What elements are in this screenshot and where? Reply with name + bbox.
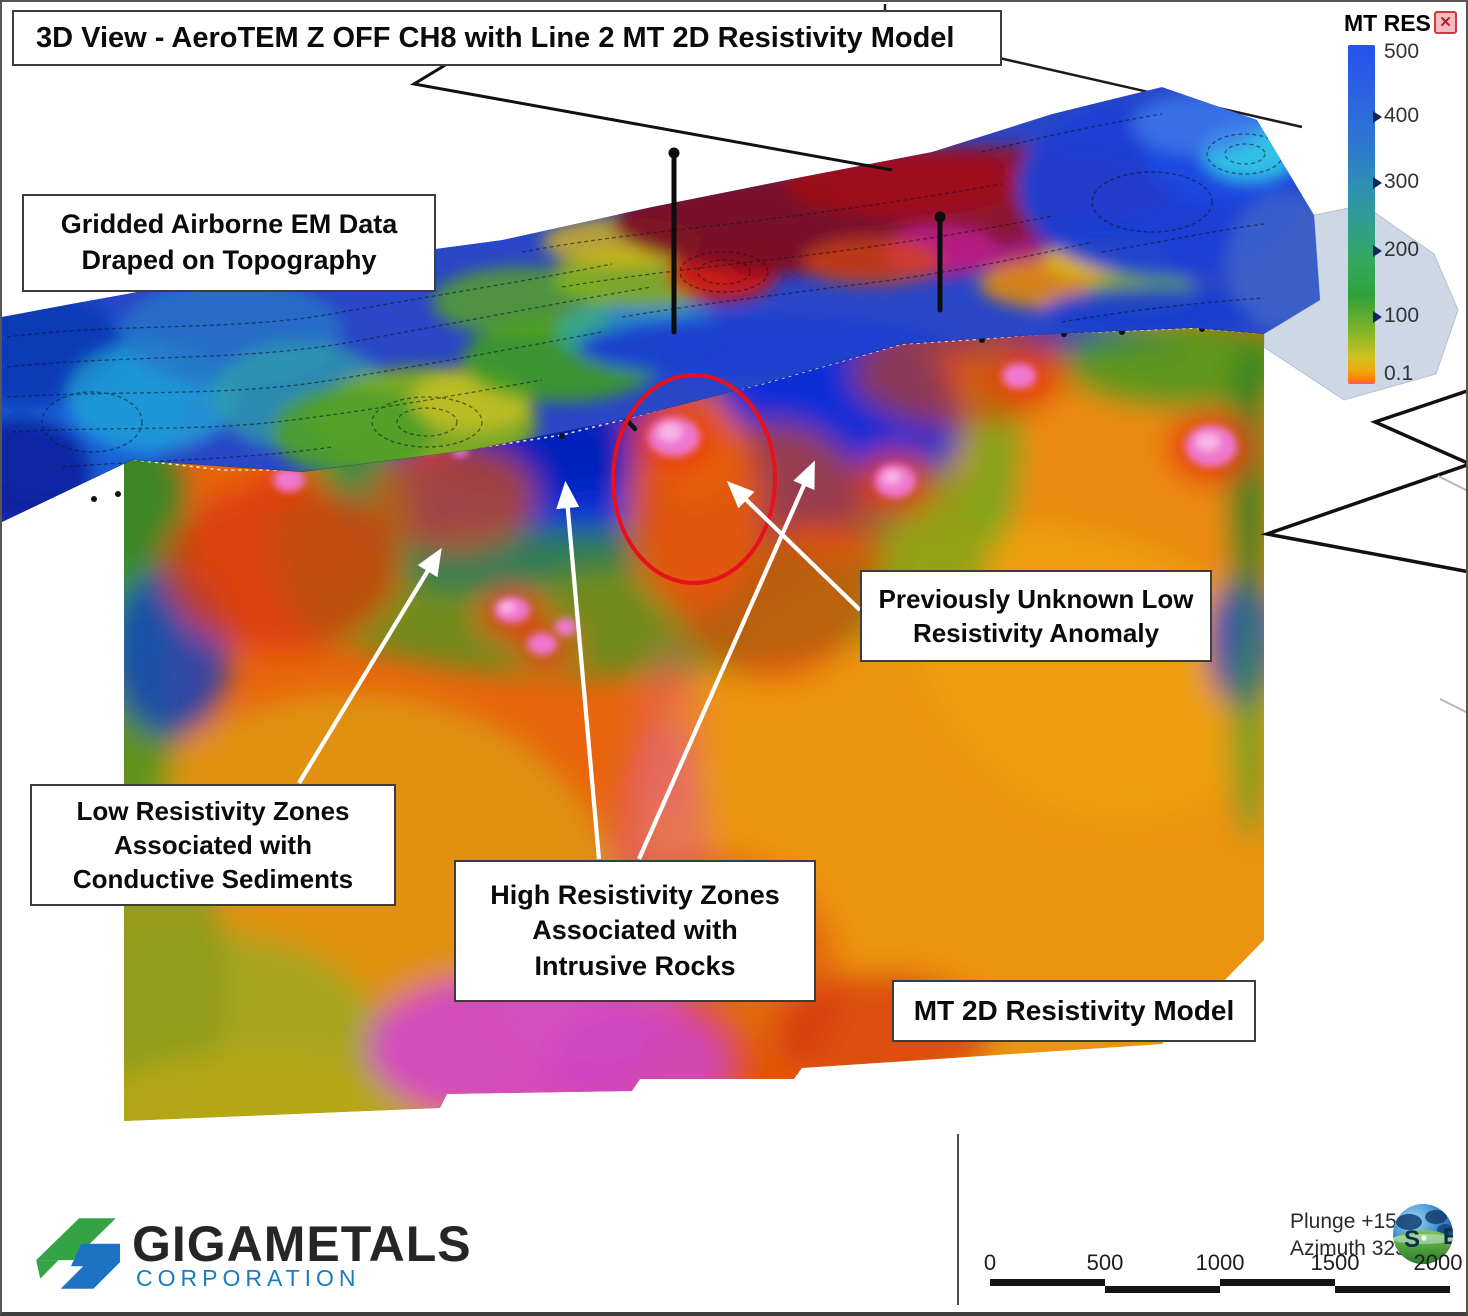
colorbar-tick-400: 400: [1384, 104, 1420, 127]
colorbar-title: MT RES: [1344, 10, 1431, 36]
colorbar-marker-300: [1373, 177, 1382, 189]
colorbar-gradient: [1348, 45, 1375, 384]
callout-low-resistivity: Low Resistivity Zones Associated with Co…: [30, 784, 396, 906]
arrow-high-resistivity-1: [556, 480, 602, 860]
colorbar-tick-0-1: 0.1: [1384, 362, 1414, 385]
scalebar-segment-3: [1220, 1279, 1335, 1286]
view-orientation-info: Plunge +15 Azimuth 325: [1290, 1208, 1407, 1262]
callout-high-resistivity: High Resistivity Zones Associated with I…: [454, 860, 816, 1002]
callout-gridded-em: Gridded Airborne EM Data Draped on Topog…: [22, 194, 436, 292]
scalebar-segment-4: [1335, 1286, 1450, 1293]
callout-highres-line2: Associated with: [532, 915, 738, 946]
callout-gridded-line1: Gridded Airborne EM Data: [60, 209, 398, 240]
orientation-globe[interactable]: S E: [1391, 1202, 1455, 1266]
plunge-value: Plunge +15: [1290, 1210, 1397, 1233]
callout-highres-line1: High Resistivity Zones: [490, 879, 780, 910]
annotation-arrows: [297, 460, 862, 860]
scalebar-label-500: 500: [1086, 1250, 1124, 1275]
colorbar-tick-100: 100: [1384, 304, 1420, 327]
scalebar-label-0: 0: [983, 1250, 997, 1275]
callout-prev-line2: Resistivity Anomaly: [912, 618, 1160, 648]
globe-south-label: S: [1404, 1226, 1420, 1253]
survey-stick-knob: [934, 211, 946, 223]
scalebar-label-1500: 1500: [1310, 1250, 1360, 1275]
low-resistivity-pink-blobs: [273, 323, 1237, 655]
survey-sticks: [671, 151, 943, 335]
colorbar-tick-300: 300: [1384, 170, 1420, 193]
callout-mt2d-line1: MT 2D Resistivity Model: [913, 994, 1235, 1026]
colorbar-legend: MT RES ✕ 500 400 300 200 100 0.1: [1332, 4, 1466, 406]
arrow-prev-unknown: [726, 481, 862, 612]
colorbar-marker-400: [1373, 111, 1382, 123]
azimuth-value: Azimuth 325: [1290, 1237, 1407, 1260]
arrow-low-resistivity: [297, 547, 442, 785]
wireframe-zigzag-right: [1260, 389, 1466, 574]
callout-lowres-line3: Conductive Sediments: [72, 864, 354, 895]
callout-highres-line3: Intrusive Rocks: [534, 950, 736, 981]
topo-contour-lines: [6, 113, 1284, 468]
callout-lowres-line2: Associated with: [114, 829, 312, 860]
title-box: 3D View - AeroTEM Z OFF CH8 with Line 2 …: [12, 10, 1002, 66]
panel-divider: [957, 1134, 959, 1305]
close-icon[interactable]: ✕: [1434, 11, 1457, 34]
scalebar-segment-1: [990, 1279, 1105, 1286]
colorbar-marker-200: [1373, 245, 1382, 257]
callout-gridded-line2: Draped on Topography: [81, 245, 377, 275]
colorbar-marker-100: [1373, 311, 1382, 323]
globe-east-label: E: [1443, 1224, 1455, 1249]
callout-lowres-line1: Low Resistivity Zones: [76, 795, 350, 826]
arrow-high-resistivity-2: [637, 460, 815, 860]
colorbar-tick-500: 500: [1384, 40, 1420, 63]
logo-subtitle: CORPORATION: [136, 1265, 361, 1291]
gigametals-logo-icon: [36, 1218, 120, 1289]
callout-previously-unknown: Previously Unknown Low Resistivity Anoma…: [860, 570, 1212, 662]
page-title: 3D View - AeroTEM Z OFF CH8 with Line 2 …: [36, 21, 955, 54]
wireframe-line-left: [409, 62, 893, 172]
callout-mt2d-model: MT 2D Resistivity Model: [892, 980, 1256, 1042]
survey-stick-knob: [668, 147, 680, 159]
red-anomaly-circle: [611, 373, 777, 585]
logo-wordmark: GIGAMETALS: [132, 1216, 472, 1272]
scalebar-label-1000: 1000: [1195, 1250, 1245, 1275]
callout-prev-line1: Previously Unknown Low: [878, 583, 1194, 614]
colorbar-tick-200: 200: [1384, 238, 1420, 261]
wireframe-ticks-right: [1437, 475, 1466, 714]
scalebar-label-2000: 2000: [1413, 1250, 1463, 1275]
scalebar-segment-2: [1105, 1286, 1220, 1293]
